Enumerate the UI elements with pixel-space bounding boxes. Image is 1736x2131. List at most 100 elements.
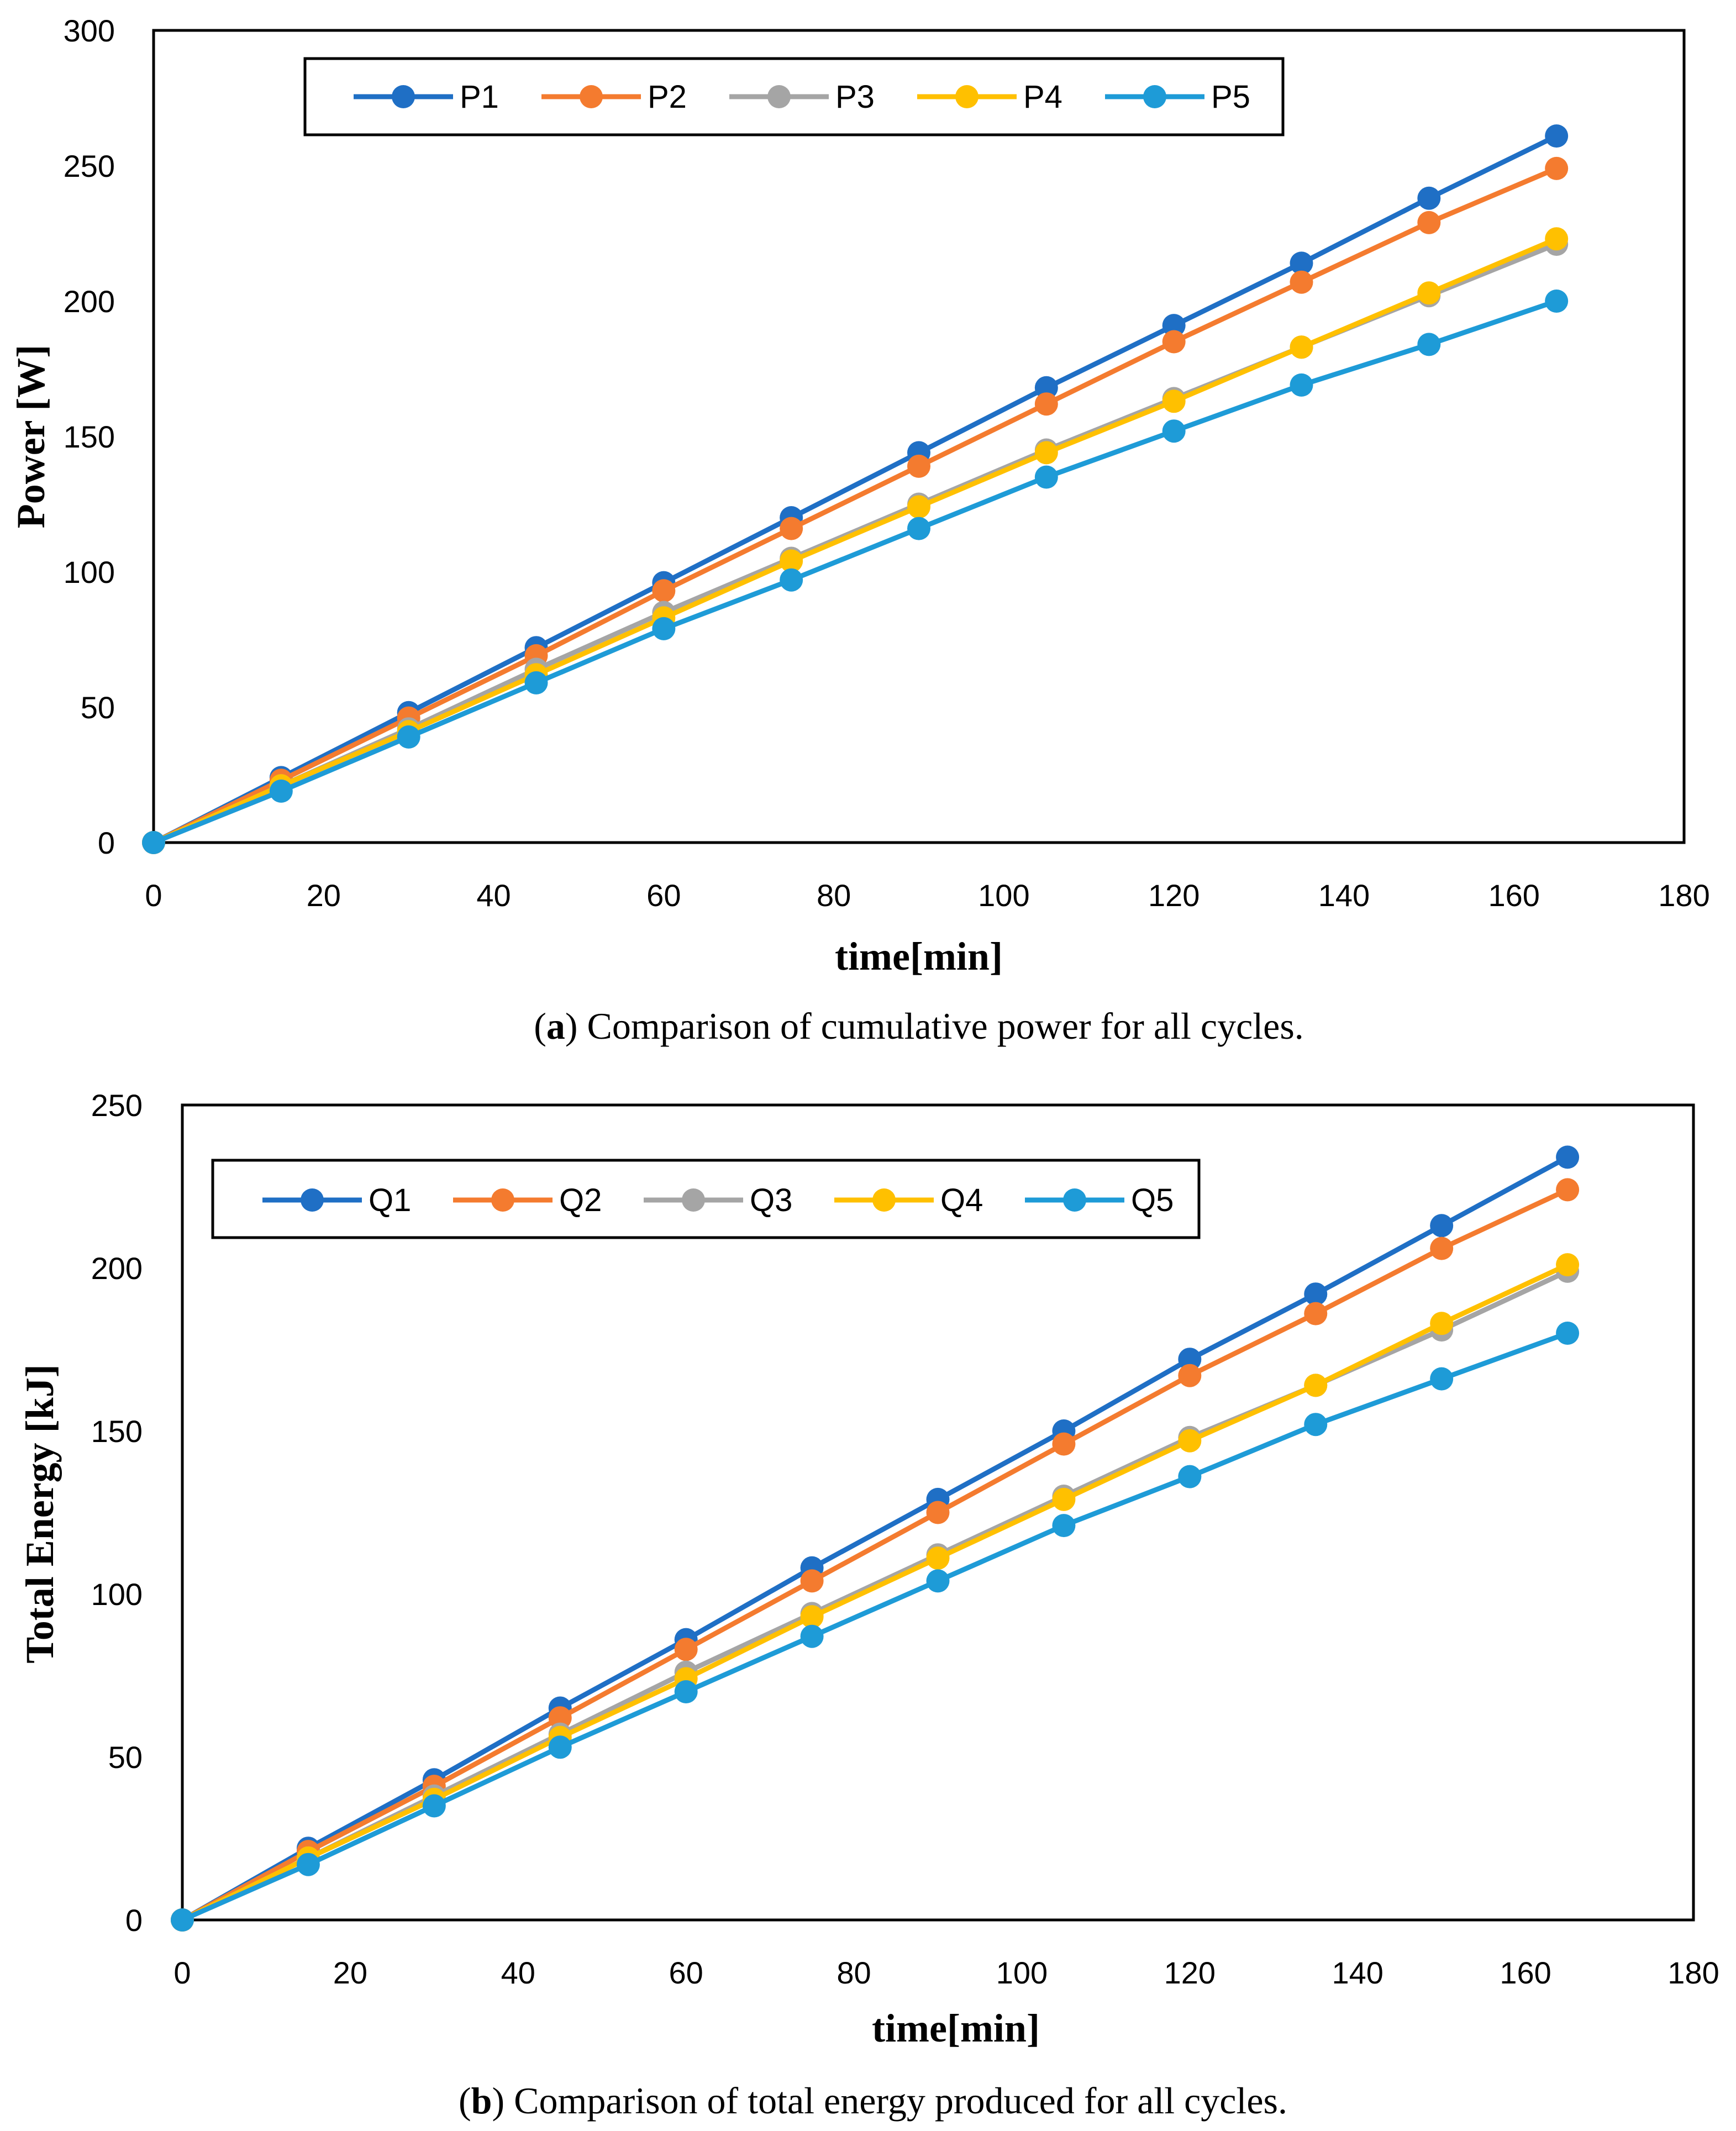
chart-b-point-Q4 <box>800 1605 824 1629</box>
chart-a-legend-item-P2: P2 <box>541 79 687 115</box>
chart-b-point-Q4 <box>1052 1487 1076 1511</box>
chart-a-series-P2 <box>142 156 1569 854</box>
chart-a-point-P2 <box>1417 211 1441 234</box>
chart-b-y-axis-title: Total Energy [kJ] <box>18 1364 62 1663</box>
chart-b-point-Q5 <box>1052 1514 1076 1538</box>
chart-a-y-tick-label: 150 <box>64 419 115 454</box>
chart-a-point-P5 <box>269 779 293 803</box>
chart-a-x-tick-label: 160 <box>1488 878 1540 913</box>
chart-a-x-tick-label: 120 <box>1148 878 1200 913</box>
chart-b-point-Q1 <box>1556 1145 1580 1169</box>
chart-b-point-Q5 <box>548 1735 572 1759</box>
chart-b-x-tick-label: 60 <box>669 1955 703 1990</box>
chart-b-x-axis-title: time[min] <box>872 2006 1040 2050</box>
chart-a-point-P2 <box>1545 156 1569 180</box>
chart-a-line-P5 <box>152 298 1558 845</box>
chart-b-point-Q5 <box>1178 1465 1202 1488</box>
chart-a-point-P5 <box>524 671 548 694</box>
chart-b-point-Q5 <box>674 1680 698 1703</box>
chart-b-series-Q2 <box>171 1178 1580 1932</box>
chart-a-y-tick-label: 50 <box>81 690 115 725</box>
chart-a-point-P1 <box>1417 186 1441 210</box>
chart-b-series-Q5 <box>171 1322 1580 1932</box>
chart-b-legend-label: Q5 <box>1131 1182 1174 1218</box>
chart-a-line-P1 <box>152 134 1558 845</box>
chart-b: 0 20 40 60 80 100 120 140 160 180050100150200250 … <box>18 1088 1719 2122</box>
chart-b-point-Q5 <box>171 1908 194 1932</box>
chart-b-legend-item-Q2: Q2 <box>453 1182 602 1218</box>
chart-b-point-Q5 <box>1304 1413 1328 1437</box>
chart-b-x-tick-label: 20 <box>333 1955 367 1990</box>
chart-a-point-P5 <box>780 568 803 592</box>
chart-a-x-tick-label: 20 <box>307 878 341 913</box>
chart-b-point-Q2 <box>1556 1178 1580 1202</box>
chart-a-y-tick-label: 200 <box>64 284 115 319</box>
chart-a-legend-swatch-marker <box>955 85 979 108</box>
chart-b-y-tick-label: 200 <box>91 1251 143 1286</box>
chart-b-point-Q1 <box>1304 1282 1328 1306</box>
chart-b-point-Q2 <box>1178 1364 1202 1387</box>
chart-a-point-P4 <box>1162 390 1186 413</box>
chart-b-point-Q4 <box>1430 1312 1454 1335</box>
chart-b-point-Q1 <box>1430 1214 1454 1238</box>
chart-b-legend-label: Q2 <box>559 1182 602 1218</box>
chart-a-series <box>142 124 1569 854</box>
chart-b-x-tick-label: 0 <box>173 1955 191 1990</box>
chart-b-line-Q2 <box>181 1187 1569 1922</box>
chart-a-y-tick-label: 0 <box>98 825 115 860</box>
chart-b-x-tick-label: 80 <box>837 1955 871 1990</box>
chart-a-point-P2 <box>1034 392 1058 416</box>
chart-a-legend-swatch-marker <box>1143 85 1166 108</box>
chart-a-point-P5 <box>142 831 165 854</box>
chart-b-legend-swatch-marker <box>301 1188 324 1212</box>
chart-a-caption-text: Comparison of cumulative power for all c… <box>587 1005 1304 1047</box>
chart-a-point-P1 <box>1034 376 1058 399</box>
chart-b-legend-swatch-marker <box>682 1188 705 1212</box>
chart-b-point-Q2 <box>674 1638 698 1661</box>
chart-a-line-P2 <box>152 166 1558 845</box>
chart-a-point-P2 <box>780 517 803 540</box>
chart-b-y-tick-label: 150 <box>91 1414 143 1449</box>
chart-a-caption: (a) Comparison of cumulative power for a… <box>534 1005 1304 1047</box>
chart-a-line-P4 <box>152 236 1558 845</box>
chart-a-point-P4 <box>780 549 803 573</box>
chart-a-point-P4 <box>1545 227 1569 251</box>
chart-a-x-tick-label: 80 <box>817 878 851 913</box>
chart-b-point-Q5 <box>422 1794 446 1818</box>
chart-a-point-P5 <box>907 517 930 540</box>
chart-b-legend-item-Q3: Q3 <box>644 1182 792 1218</box>
chart-b-caption-label: b <box>471 2080 492 2122</box>
chart-b-caption-text: Comparison of total energy produced for … <box>514 2080 1287 2122</box>
chart-b-y-tick-label: 0 <box>125 1903 143 1938</box>
chart-a-point-P4 <box>1290 335 1313 359</box>
chart-b-legend-label: Q1 <box>369 1182 411 1218</box>
chart-b-point-Q5 <box>1556 1322 1580 1345</box>
chart-b-legend-item-Q4: Q4 <box>834 1182 983 1218</box>
chart-a-point-P5 <box>1417 333 1441 356</box>
chart-a-legend-swatch-marker <box>392 85 415 108</box>
chart-b-legend-label: Q3 <box>750 1182 792 1218</box>
chart-b-legend-swatch-marker <box>1063 1188 1086 1212</box>
chart-a-point-P5 <box>397 725 420 749</box>
chart-b-legend-swatch-marker <box>491 1188 514 1212</box>
chart-b-x-tick-label: 180 <box>1667 1955 1719 1990</box>
chart-a-x-tick-label: 140 <box>1318 878 1370 913</box>
chart-b-ticks: 0 20 40 60 80 100 120 140 160 180 0 50 100 150 200 250 <box>91 1088 1719 1990</box>
chart-b-line-Q1 <box>181 1155 1569 1922</box>
chart-a-point-P2 <box>1162 330 1186 354</box>
chart-b-legend-label: Q4 <box>940 1182 983 1218</box>
chart-a-point-P5 <box>1545 290 1569 313</box>
chart-b-y-tick-label: 100 <box>91 1577 143 1612</box>
chart-a-x-tick-label: 180 <box>1658 878 1709 913</box>
chart-a-point-P1 <box>1162 314 1186 338</box>
chart-a-point-P4 <box>1034 441 1058 465</box>
chart-a-series-P5 <box>142 290 1569 854</box>
chart-b-x-tick-label: 140 <box>1332 1955 1383 1990</box>
chart-a-y-tick-label: 250 <box>64 149 115 183</box>
chart-a-legend: P1 P2 P3 P4 P5 <box>303 57 1285 136</box>
chart-b-point-Q4 <box>926 1546 950 1570</box>
chart-b-point-Q2 <box>926 1501 950 1524</box>
chart-b-line-Q3 <box>181 1269 1569 1923</box>
chart-a-point-P5 <box>1162 419 1186 443</box>
